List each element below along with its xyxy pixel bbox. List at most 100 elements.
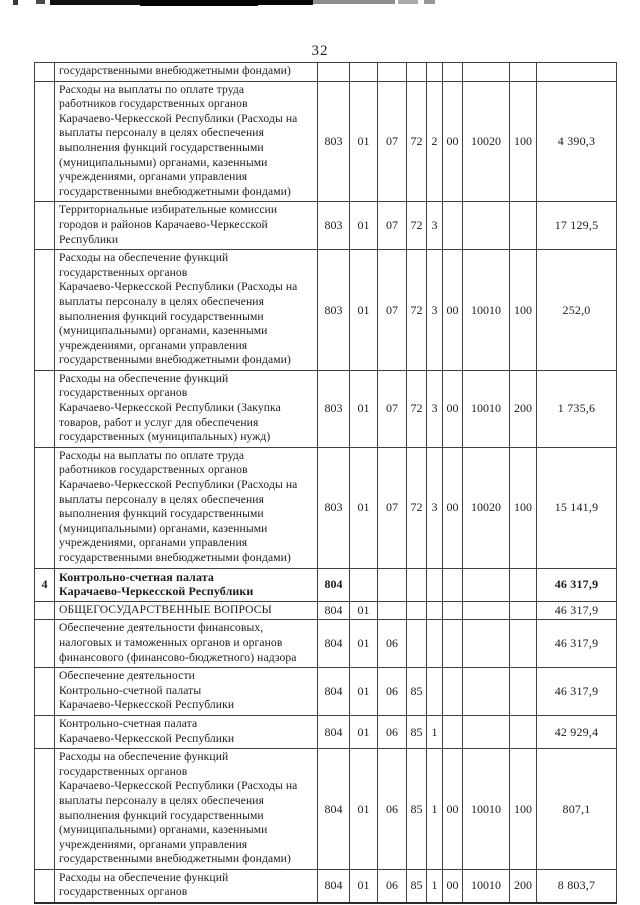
- target-article-code-cell-2: [426, 62, 443, 82]
- target-article-code-cell-4: [462, 201, 510, 251]
- expense-name-cell: Расходы на обеспечение функций государст…: [54, 748, 318, 870]
- podrazdel-code-cell: [377, 62, 407, 82]
- scan-artifact-segment: [258, 0, 313, 5]
- expense-type-code-cell: [509, 714, 537, 750]
- grbs-code-cell: 804: [317, 868, 350, 904]
- row-number-cell: [34, 446, 55, 569]
- target-article-code-cell-3: 00: [442, 80, 463, 203]
- grbs-code-cell: 804: [317, 619, 350, 669]
- target-article-code-cell-1: 72: [406, 369, 427, 448]
- table-row: Контрольно-счетная палата Карачаево-Черк…: [34, 714, 617, 750]
- grbs-code-cell: 804: [317, 600, 350, 621]
- grbs-code-cell: 803: [317, 369, 350, 448]
- target-article-code-cell-3: 00: [442, 446, 463, 569]
- scan-artifact-segment: [140, 0, 258, 6]
- budget-expenses-table: государственными внебюджетными фондами) …: [34, 62, 617, 905]
- target-article-code-cell-1: 72: [406, 446, 427, 569]
- table-row: Расходы на выплаты по оплате труда работ…: [34, 446, 617, 569]
- target-article-code-cell-1: 85: [406, 748, 427, 870]
- expense-name-cell: государственными внебюджетными фондами): [54, 62, 318, 82]
- expense-type-code-cell: [509, 619, 537, 669]
- table-row: Территориальные избирательные комиссии г…: [34, 201, 617, 251]
- target-article-code-cell-4: [462, 667, 510, 716]
- row-number-cell: [34, 369, 55, 448]
- podrazdel-code-cell: 06: [377, 667, 407, 716]
- razdel-code-cell: 01: [349, 446, 378, 569]
- expense-name-cell: Расходы на выплаты по оплате труда работ…: [54, 80, 318, 203]
- target-article-code-cell-1: 72: [406, 249, 427, 371]
- podrazdel-code-cell: [377, 600, 407, 621]
- expense-name-cell: Расходы на обеспечение функций государст…: [54, 249, 318, 371]
- podrazdel-code-cell: 07: [377, 80, 407, 203]
- row-number-cell: [34, 62, 55, 82]
- table-row: ОБЩЕГОСУДАРСТВЕННЫЕ ВОПРОСЫ 804 01 46 31…: [34, 600, 617, 621]
- razdel-code-cell: 01: [349, 868, 378, 904]
- grbs-code-cell: 804: [317, 667, 350, 716]
- razdel-code-cell: 01: [349, 80, 378, 203]
- expense-name-cell: Контрольно-счетная палата Карачаево-Черк…: [54, 714, 318, 750]
- amount-cell: 4 390,3: [536, 80, 617, 203]
- podrazdel-code-cell: 07: [377, 369, 407, 448]
- table-row: Расходы на обеспечение функций государст…: [34, 249, 617, 371]
- razdel-code-cell: [349, 62, 378, 82]
- table-row: Расходы на выплаты по оплате труда работ…: [34, 80, 617, 203]
- table-row: Расходы на обеспечение функций государст…: [34, 748, 617, 870]
- grbs-code-cell: 803: [317, 201, 350, 251]
- target-article-code-cell-3: 00: [442, 249, 463, 371]
- amount-cell: 15 141,9: [536, 446, 617, 569]
- expense-type-code-cell: 100: [509, 249, 537, 371]
- grbs-code-cell: 803: [317, 446, 350, 569]
- target-article-code-cell-4: [462, 62, 510, 82]
- target-article-code-cell-2: [426, 667, 443, 716]
- row-number-cell: [34, 600, 55, 621]
- expense-type-code-cell: [509, 600, 537, 621]
- expense-name-cell: Расходы на выплаты по оплате труда работ…: [54, 446, 318, 569]
- amount-cell: 46 317,9: [536, 619, 617, 669]
- row-number-cell: [34, 80, 55, 203]
- target-article-code-cell-3: 00: [442, 748, 463, 870]
- target-article-code-cell-4: [462, 619, 510, 669]
- scan-artifact-segment: [424, 0, 435, 4]
- target-article-code-cell-3: [442, 600, 463, 621]
- target-article-code-cell-4: 10020: [462, 80, 510, 203]
- amount-cell: [536, 62, 617, 82]
- target-article-code-cell-1: 85: [406, 667, 427, 716]
- row-number-cell: 4: [34, 567, 55, 602]
- expense-name-cell: ОБЩЕГОСУДАРСТВЕННЫЕ ВОПРОСЫ: [54, 600, 318, 621]
- target-article-code-cell-3: [442, 201, 463, 251]
- target-article-code-cell-2: 1: [426, 748, 443, 870]
- grbs-code-cell: 803: [317, 80, 350, 203]
- razdel-code-cell: 01: [349, 667, 378, 716]
- grbs-code-cell: 803: [317, 249, 350, 371]
- table-row: 4 Контрольно-счетная палата Карачаево-Че…: [34, 567, 617, 602]
- amount-cell: 252,0: [536, 249, 617, 371]
- target-article-code-cell-4: [462, 600, 510, 621]
- target-article-code-cell-1: [406, 600, 427, 621]
- scan-artifact-segment: [398, 0, 418, 4]
- target-article-code-cell-4: 10010: [462, 868, 510, 904]
- expense-name-cell: Расходы на обеспечение функций государст…: [54, 868, 318, 904]
- amount-cell: 42 929,4: [536, 714, 617, 750]
- amount-cell: 8 803,7: [536, 868, 617, 904]
- podrazdel-code-cell: 06: [377, 868, 407, 904]
- podrazdel-code-cell: 07: [377, 249, 407, 371]
- target-article-code-cell-1: 72: [406, 80, 427, 203]
- grbs-code-cell: 804: [317, 748, 350, 870]
- target-article-code-cell-3: [442, 667, 463, 716]
- target-article-code-cell-3: [442, 62, 463, 82]
- target-article-code-cell-1: [406, 619, 427, 669]
- table-row: Расходы на обеспечение функций государст…: [34, 868, 617, 904]
- expense-name-cell: Контрольно-счетная палата Карачаево-Черк…: [54, 567, 318, 602]
- target-article-code-cell-4: [462, 714, 510, 750]
- table-row: Обеспечение деятельности финансовых, нал…: [34, 619, 617, 669]
- target-article-code-cell-2: 1: [426, 868, 443, 904]
- row-number-cell: [34, 201, 55, 251]
- razdel-code-cell: 01: [349, 600, 378, 621]
- razdel-code-cell: 01: [349, 201, 378, 251]
- table-row: государственными внебюджетными фондами): [34, 62, 617, 82]
- target-article-code-cell-4: [462, 567, 510, 602]
- target-article-code-cell-2: 3: [426, 446, 443, 569]
- target-article-code-cell-2: 2: [426, 80, 443, 203]
- podrazdel-code-cell: 06: [377, 714, 407, 750]
